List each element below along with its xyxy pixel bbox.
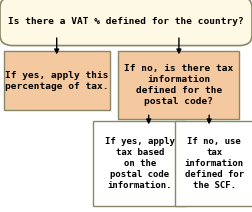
FancyBboxPatch shape — [174, 121, 252, 206]
Text: If no, is there tax
information
defined for the
postal code?: If no, is there tax information defined … — [124, 64, 234, 106]
FancyBboxPatch shape — [0, 0, 252, 46]
Text: If yes, apply
tax based
on the
postal code
information.: If yes, apply tax based on the postal co… — [105, 137, 175, 190]
FancyBboxPatch shape — [118, 51, 239, 119]
FancyBboxPatch shape — [4, 51, 110, 110]
Text: If yes, apply this
percentage of tax.: If yes, apply this percentage of tax. — [5, 71, 108, 91]
Text: Is there a VAT % defined for the country?: Is there a VAT % defined for the country… — [8, 17, 244, 26]
Text: If no, use
tax
information
defined for
the SCF.: If no, use tax information defined for t… — [185, 137, 244, 190]
FancyBboxPatch shape — [93, 121, 186, 206]
